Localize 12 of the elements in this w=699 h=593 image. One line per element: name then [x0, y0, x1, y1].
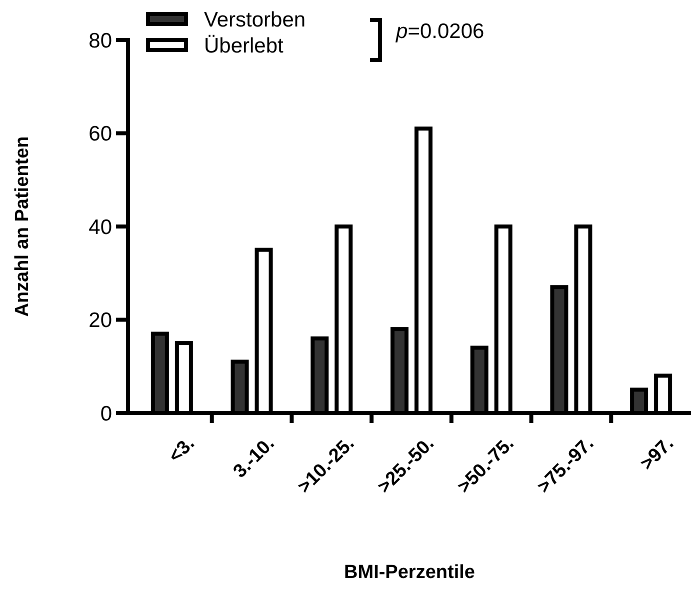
legend-label: Verstorben: [204, 8, 306, 32]
y-tick-label: 80: [88, 29, 112, 52]
y-tick-label: 40: [88, 216, 112, 239]
y-axis-title: Anzahl an Patienten: [12, 136, 33, 317]
y-tick-label: 20: [88, 309, 112, 332]
x-tick-label: >97.: [636, 433, 678, 474]
y-tick-label: 0: [100, 402, 112, 426]
legend-label: Überlebt: [204, 34, 284, 58]
x-tick-label: <3.: [164, 433, 199, 467]
x-axis-title: BMI-Perzentile: [344, 562, 475, 583]
y-tick-label: 60: [88, 122, 112, 146]
annotation: p=0.0206: [395, 20, 484, 43]
